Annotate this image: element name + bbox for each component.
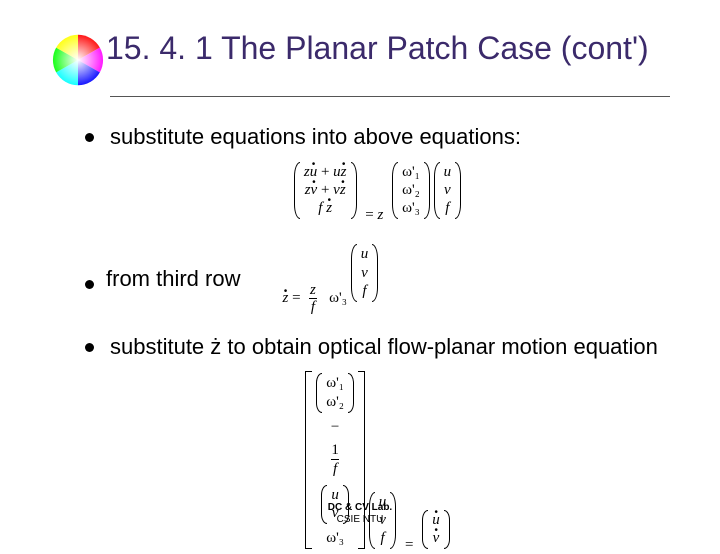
slide: 15. 4. 1 The Planar Patch Case (cont') s… [0, 0, 720, 540]
title-underline [110, 96, 670, 97]
eq-cell: f [445, 200, 449, 217]
eq-cell: ω'₂ [402, 182, 420, 199]
bullet-item: from third row z = z f ω'₃ u v f [85, 244, 670, 314]
bullet-icon [85, 343, 94, 352]
eq-sign: = z [360, 207, 388, 223]
slide-body: substitute equations into above equation… [50, 123, 670, 554]
eq-cell: ω'₃ [329, 290, 347, 306]
footer: DC & CV Lab. CSIE NTU [0, 502, 720, 526]
eq-cell: ω'₂ [326, 394, 344, 411]
eq-cell: f [309, 298, 317, 315]
eq-cell: ω'₃ [402, 200, 420, 217]
color-wheel-icon [50, 32, 106, 88]
bullet-text: substitute ż to obtain optical flow-plan… [110, 333, 658, 362]
eq-cell: u [444, 164, 452, 181]
footer-line-1: DC & CV Lab. [0, 502, 720, 514]
bullet-text: from third row [106, 265, 240, 294]
eq-cell: − [331, 419, 339, 436]
eq-cell: v [444, 182, 451, 199]
eq-cell: ω'₃ [326, 530, 344, 547]
eq-cell: f [362, 283, 366, 300]
bullet-icon [85, 280, 94, 289]
equation-2: z = z f ω'₃ u v f [282, 244, 378, 314]
equation-3: ω'₁ ω'₂ − 1 f u [85, 371, 670, 554]
eq-cell: v [361, 265, 368, 282]
bullet-icon [85, 133, 94, 142]
eq-cell: f [331, 459, 339, 478]
equation-1: zu + uz zv + vz f z = z ω'₁ ω'₂ ω'₃ [85, 162, 670, 225]
eq-cell: ω'₁ [326, 375, 344, 392]
footer-line-2: CSIE NTU [0, 514, 720, 526]
bullet-item: substitute equations into above equation… [85, 123, 670, 152]
bullet-item: substitute ż to obtain optical flow-plan… [85, 333, 670, 362]
eq-cell: 1 [329, 442, 341, 459]
eq-cell: u [361, 246, 369, 263]
eq-cell: z [308, 283, 318, 298]
page-title: 15. 4. 1 The Planar Patch Case (cont') [106, 28, 649, 68]
eq-cell: ω'₁ [402, 164, 420, 181]
title-row: 15. 4. 1 The Planar Patch Case (cont') [50, 28, 670, 88]
bullet-text: substitute equations into above equation… [110, 123, 521, 152]
eq-cell: f [380, 530, 384, 547]
